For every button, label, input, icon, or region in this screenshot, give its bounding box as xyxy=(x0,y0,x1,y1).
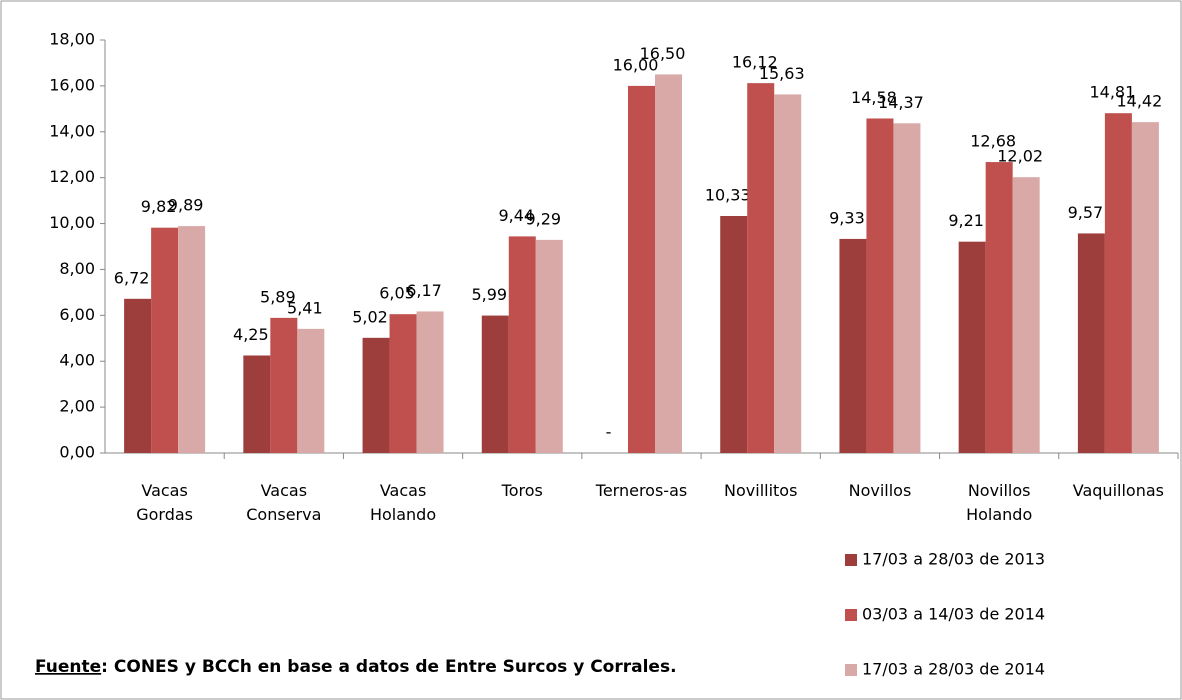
y-tick-label: 12,00 xyxy=(49,167,95,186)
y-tick-label: 6,00 xyxy=(59,305,95,324)
x-tick-label: Novillos Holando xyxy=(966,481,1032,524)
legend-label: 03/03 a 14/03 de 2014 xyxy=(862,605,1045,624)
value-label: 6,05 xyxy=(379,284,415,303)
bar xyxy=(655,74,682,454)
y-tick-label: 18,00 xyxy=(49,30,95,49)
bar xyxy=(270,317,298,453)
value-label: 9,82 xyxy=(141,197,177,216)
bar xyxy=(774,94,802,454)
bar xyxy=(1131,122,1159,453)
value-label: 9,33 xyxy=(829,208,865,227)
value-label: 10,33 xyxy=(705,185,751,204)
bar xyxy=(985,162,1013,453)
value-label: - xyxy=(606,423,612,442)
value-label: 14,81 xyxy=(1089,83,1135,102)
y-tick-label: 14,00 xyxy=(49,121,95,140)
bar xyxy=(1077,233,1105,453)
bar xyxy=(389,314,417,453)
legend-label: 17/03 a 28/03 de 2013 xyxy=(862,550,1045,569)
value-label: 5,02 xyxy=(352,307,388,326)
bar xyxy=(1104,113,1132,453)
legend-swatch xyxy=(845,554,857,566)
y-tick-label: 16,00 xyxy=(49,75,95,94)
bar xyxy=(416,311,444,453)
bar xyxy=(297,328,325,453)
bar xyxy=(720,215,748,453)
source-text: : CONES y BCCh en base a datos de Entre … xyxy=(101,657,676,677)
x-tick-label: Novillos xyxy=(849,481,912,500)
value-label: 6,72 xyxy=(114,268,150,287)
value-label: 16,12 xyxy=(732,53,778,72)
bar xyxy=(508,236,536,453)
bar xyxy=(535,239,563,453)
value-label: 6,17 xyxy=(406,281,442,300)
x-tick-label: Vaquillonas xyxy=(1073,481,1164,500)
bar xyxy=(958,241,986,453)
bar xyxy=(124,298,152,453)
value-label: 9,57 xyxy=(1068,203,1104,222)
x-tick-label: Novillitos xyxy=(724,481,797,500)
y-tick-label: 2,00 xyxy=(59,397,95,416)
value-label: 5,41 xyxy=(287,298,323,317)
bar xyxy=(481,315,509,453)
bar xyxy=(151,227,179,453)
value-label: 5,99 xyxy=(471,285,507,304)
value-label: 16,50 xyxy=(640,44,686,63)
bar xyxy=(1012,177,1040,454)
y-tick-label: 4,00 xyxy=(59,351,95,370)
value-label: 5,89 xyxy=(260,287,296,306)
x-tick-label: Vacas Conserva xyxy=(246,481,321,524)
legend-swatch xyxy=(845,664,857,676)
bar xyxy=(893,123,921,453)
value-label: 14,42 xyxy=(1116,92,1162,111)
value-label: 9,29 xyxy=(525,209,561,228)
y-tick-label: 10,00 xyxy=(49,213,95,232)
value-label: 14,37 xyxy=(878,93,924,112)
source-note: Fuente: CONES y BCCh en base a datos de … xyxy=(35,657,677,677)
x-tick-label: Vacas Holando xyxy=(370,481,436,524)
bar xyxy=(178,226,206,453)
value-label: 16,00 xyxy=(613,55,659,74)
value-label: 9,21 xyxy=(948,211,984,230)
value-label: 15,63 xyxy=(759,64,805,83)
x-tick-label: Toros xyxy=(501,481,543,500)
value-label: 9,44 xyxy=(498,206,534,225)
bar xyxy=(628,85,655,453)
x-tick-label: Vacas Gordas xyxy=(136,481,193,524)
y-tick-label: 0,00 xyxy=(59,443,95,462)
value-label: 14,58 xyxy=(851,88,897,107)
value-label: 9,89 xyxy=(168,196,204,215)
value-label: 12,02 xyxy=(997,147,1043,166)
value-label: 4,25 xyxy=(233,325,269,344)
legend-swatch xyxy=(845,609,857,621)
legend-label: 17/03 a 28/03 de 2014 xyxy=(862,660,1045,679)
bar xyxy=(362,337,390,453)
bar xyxy=(866,118,894,453)
y-tick-label: 8,00 xyxy=(59,259,95,278)
value-label: 12,68 xyxy=(970,132,1016,151)
bar xyxy=(839,238,867,453)
x-tick-label: Terneros-as xyxy=(595,481,687,500)
bar xyxy=(747,83,775,453)
bar xyxy=(243,355,271,453)
source-label: Fuente xyxy=(35,657,101,677)
